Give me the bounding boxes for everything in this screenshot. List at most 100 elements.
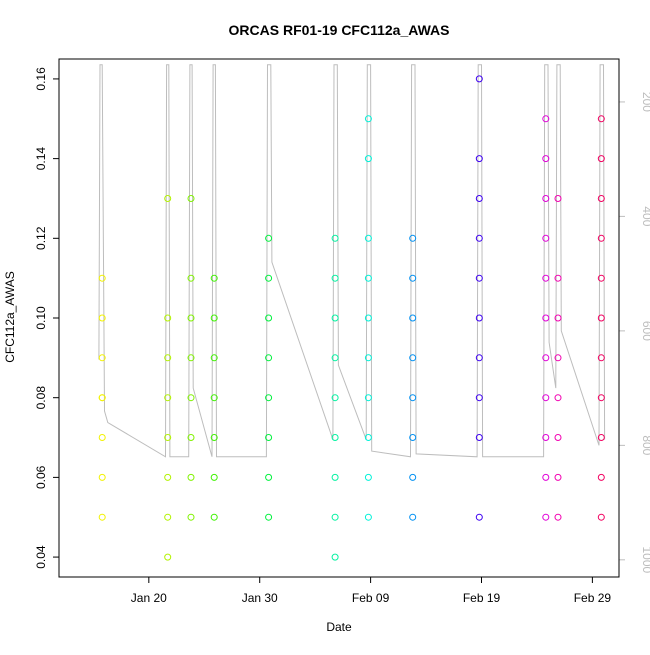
data-point bbox=[331, 314, 339, 322]
data-point bbox=[542, 354, 550, 362]
data-point bbox=[409, 314, 417, 322]
flight-series-10 bbox=[542, 115, 550, 521]
right-tick-label: 200 bbox=[640, 92, 650, 112]
data-point bbox=[164, 354, 172, 362]
flight-series-11 bbox=[554, 195, 562, 521]
flight-series-4 bbox=[210, 274, 218, 521]
right-tick-label: 1000 bbox=[640, 546, 650, 573]
flight-series-3 bbox=[187, 195, 195, 521]
data-point bbox=[331, 394, 339, 402]
data-point bbox=[98, 513, 106, 521]
data-points-layer bbox=[98, 75, 605, 561]
data-point bbox=[265, 394, 273, 402]
data-point bbox=[409, 394, 417, 402]
data-point bbox=[164, 473, 172, 481]
flight-series-8 bbox=[409, 234, 417, 521]
data-point bbox=[164, 553, 172, 561]
flight-series-7 bbox=[364, 115, 372, 521]
data-point bbox=[98, 314, 106, 322]
data-point bbox=[187, 434, 195, 441]
data-point bbox=[542, 195, 550, 202]
data-point bbox=[265, 473, 273, 481]
data-point bbox=[409, 473, 417, 481]
data-point bbox=[554, 513, 562, 521]
y-tick-label: 0.06 bbox=[34, 465, 48, 489]
data-point bbox=[597, 274, 605, 282]
data-point bbox=[554, 274, 562, 282]
data-point bbox=[331, 274, 339, 282]
plot-frame bbox=[58, 58, 620, 578]
data-point bbox=[187, 394, 195, 402]
data-point bbox=[210, 434, 218, 441]
y-tick-label: 0.12 bbox=[34, 226, 48, 250]
data-point bbox=[265, 434, 273, 441]
data-point bbox=[475, 234, 483, 242]
data-point bbox=[597, 354, 605, 362]
data-point bbox=[98, 434, 106, 441]
data-point bbox=[542, 155, 550, 163]
data-point bbox=[210, 354, 218, 362]
data-point bbox=[364, 354, 372, 362]
data-point bbox=[597, 195, 605, 202]
flight-series-1 bbox=[98, 274, 106, 521]
data-point bbox=[542, 115, 550, 123]
flight-series-6 bbox=[331, 234, 339, 561]
data-point bbox=[409, 434, 417, 441]
data-point bbox=[475, 513, 483, 521]
data-point bbox=[597, 513, 605, 521]
data-point bbox=[475, 434, 483, 441]
data-point bbox=[331, 354, 339, 362]
data-point bbox=[164, 434, 172, 441]
data-point bbox=[409, 234, 417, 242]
data-point bbox=[364, 394, 372, 402]
x-tick-label: Feb 09 bbox=[352, 591, 390, 605]
y-tick-label: 0.14 bbox=[34, 147, 48, 171]
y-tick-label: 0.08 bbox=[34, 386, 48, 410]
flight-series-2 bbox=[164, 195, 172, 561]
data-point bbox=[187, 354, 195, 362]
data-point bbox=[265, 234, 273, 242]
data-point bbox=[364, 155, 372, 163]
data-point bbox=[409, 513, 417, 521]
data-point bbox=[409, 274, 417, 282]
flight-series-9 bbox=[475, 75, 483, 521]
data-point bbox=[409, 354, 417, 362]
data-point bbox=[210, 473, 218, 481]
data-point bbox=[554, 354, 562, 362]
y-tick-label: 0.04 bbox=[34, 545, 48, 569]
data-point bbox=[164, 513, 172, 521]
data-point bbox=[475, 195, 483, 202]
data-point bbox=[187, 195, 195, 202]
flight-series-5 bbox=[265, 234, 273, 521]
data-point bbox=[364, 473, 372, 481]
data-point bbox=[364, 115, 372, 123]
data-point bbox=[597, 314, 605, 322]
data-point bbox=[331, 513, 339, 521]
data-point bbox=[187, 473, 195, 481]
data-point bbox=[210, 314, 218, 322]
data-point bbox=[475, 354, 483, 362]
data-point bbox=[364, 274, 372, 282]
data-point bbox=[210, 513, 218, 521]
data-point bbox=[164, 195, 172, 202]
data-point bbox=[331, 553, 339, 561]
data-point bbox=[210, 274, 218, 282]
flight-series-12 bbox=[597, 115, 605, 521]
data-point bbox=[187, 513, 195, 521]
data-point bbox=[98, 274, 106, 282]
data-point bbox=[542, 473, 550, 481]
axes-layer: 0.04 0.06 0.08 0.10 0.12 0.14 0.16 Jan 20 Jan 30… bbox=[34, 67, 650, 605]
data-point bbox=[98, 473, 106, 481]
data-point bbox=[597, 155, 605, 163]
data-point bbox=[554, 314, 562, 322]
data-point bbox=[98, 394, 106, 402]
x-tick-label: Feb 19 bbox=[463, 591, 501, 605]
data-point bbox=[265, 354, 273, 362]
data-point bbox=[187, 274, 195, 282]
data-point bbox=[98, 354, 106, 362]
data-point bbox=[597, 115, 605, 123]
data-point bbox=[475, 75, 483, 83]
